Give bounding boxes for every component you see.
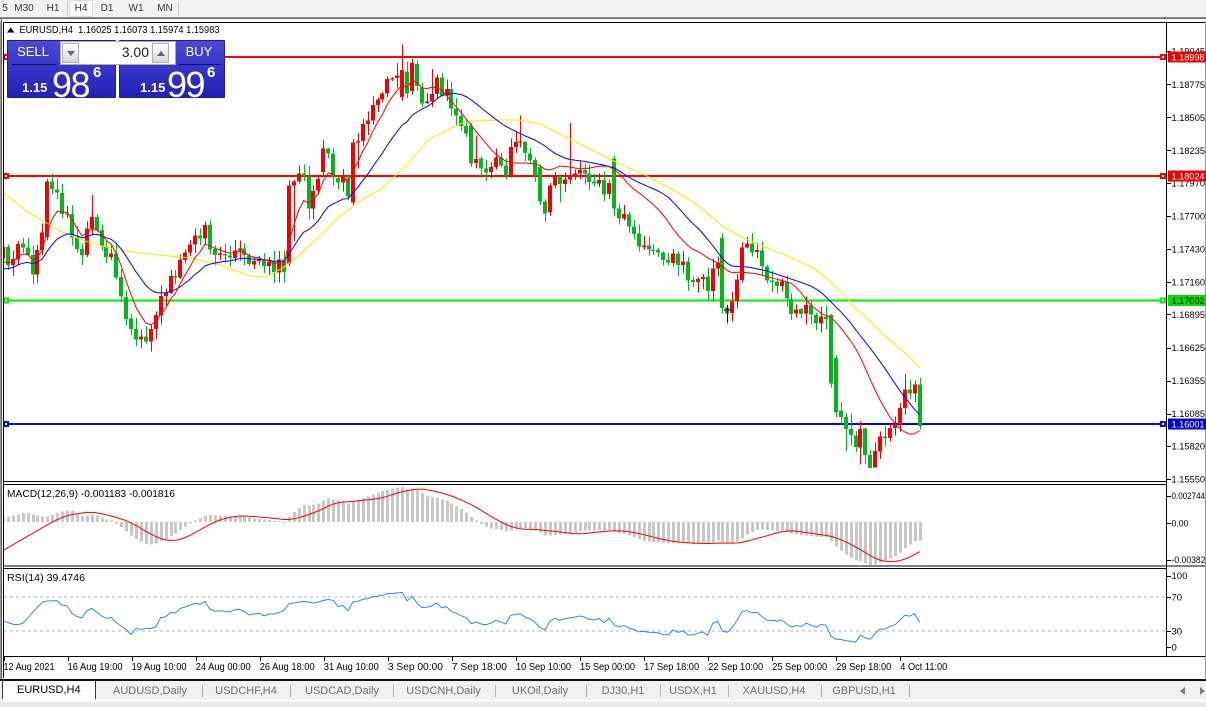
svg-text:1.17002: 1.17002 [1172, 296, 1205, 307]
svg-text:1.17970: 1.17970 [1172, 178, 1206, 189]
svg-text:22 Sep 10:00: 22 Sep 10:00 [708, 661, 763, 673]
svg-text:3 Sep 00:00: 3 Sep 00:00 [388, 661, 443, 673]
svg-text:30: 30 [1172, 627, 1183, 638]
svg-text:29 Sep 18:00: 29 Sep 18:00 [836, 661, 891, 673]
svg-text:-0.00382: -0.00382 [1172, 555, 1206, 566]
svg-text:1.18775: 1.18775 [1172, 80, 1206, 91]
svg-text:0.00: 0.00 [1172, 519, 1189, 530]
svg-text:1.16625: 1.16625 [1172, 343, 1206, 354]
svg-text:1.18998: 1.18998 [1172, 53, 1205, 64]
svg-text:1.16355: 1.16355 [1172, 376, 1206, 387]
svg-text:26 Aug 18:00: 26 Aug 18:00 [260, 661, 315, 673]
svg-text:31 Aug 10:00: 31 Aug 10:00 [324, 661, 379, 673]
svg-text:7 Sep 18:00: 7 Sep 18:00 [452, 661, 507, 673]
svg-text:1.17160: 1.17160 [1172, 278, 1206, 289]
svg-text:100: 100 [1172, 571, 1188, 582]
svg-text:70: 70 [1172, 593, 1183, 604]
svg-text:10 Sep 10:00: 10 Sep 10:00 [516, 661, 571, 673]
svg-text:1.16001: 1.16001 [1172, 420, 1205, 431]
svg-text:1.17430: 1.17430 [1172, 245, 1206, 256]
svg-text:17 Sep 18:00: 17 Sep 18:00 [644, 661, 699, 673]
svg-text:16 Aug 19:00: 16 Aug 19:00 [68, 661, 123, 673]
svg-text:1.15550: 1.15550 [1172, 475, 1206, 486]
svg-text:1.16895: 1.16895 [1172, 310, 1206, 321]
svg-text:4 Oct 11:00: 4 Oct 11:00 [900, 661, 947, 673]
svg-text:24 Aug 00:00: 24 Aug 00:00 [196, 661, 251, 673]
svg-text:EURUSD,H4 1.16025 1.16073 1.1: EURUSD,H4 1.16025 1.16073 1.15974 1.1598… [20, 25, 220, 36]
svg-text:RSI(14) 39.4746: RSI(14) 39.4746 [7, 572, 85, 584]
svg-text:1.18024: 1.18024 [1172, 172, 1205, 183]
svg-text:1.18235: 1.18235 [1172, 146, 1206, 157]
svg-text:25 Sep 00:00: 25 Sep 00:00 [772, 661, 827, 673]
svg-text:0: 0 [1172, 643, 1177, 654]
svg-text:1.16085: 1.16085 [1172, 409, 1206, 420]
svg-text:0.002744: 0.002744 [1172, 491, 1206, 502]
svg-text:MACD(12,26,9) -0.001183 -0.001: MACD(12,26,9) -0.001183 -0.001816 [7, 488, 175, 500]
svg-text:1.17700: 1.17700 [1172, 211, 1206, 222]
svg-text:19 Aug 10:00: 19 Aug 10:00 [132, 661, 187, 673]
svg-text:15 Sep 00:00: 15 Sep 00:00 [580, 661, 635, 673]
svg-text:1.15820: 1.15820 [1172, 442, 1206, 453]
svg-text:12 Aug 2021: 12 Aug 2021 [4, 661, 55, 673]
svg-text:1.18505: 1.18505 [1172, 113, 1206, 124]
